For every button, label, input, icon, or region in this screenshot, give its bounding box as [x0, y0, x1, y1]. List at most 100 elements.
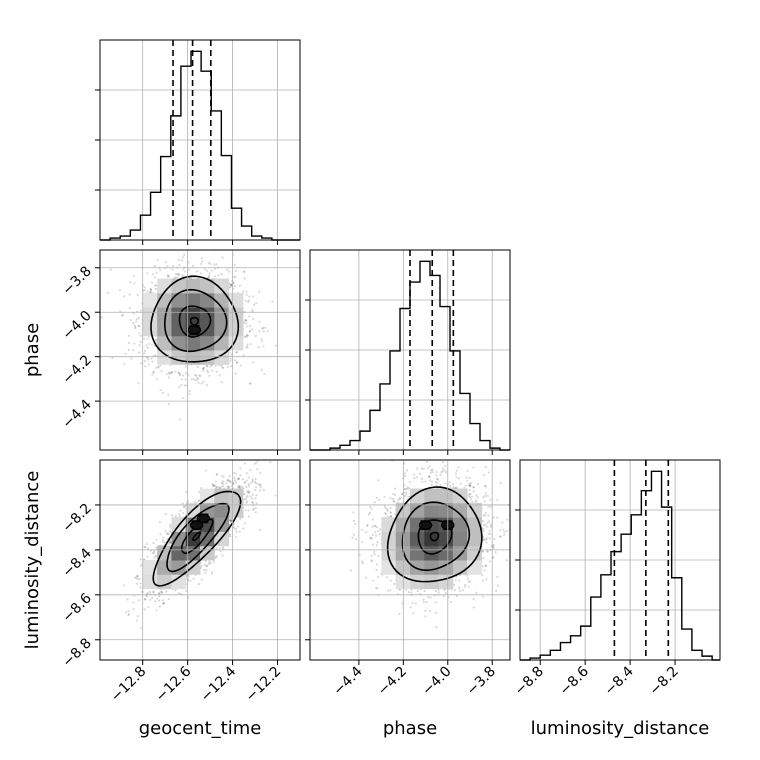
scatter-point	[210, 369, 214, 372]
scatter-point	[146, 547, 149, 550]
scatter-point	[171, 265, 175, 268]
scatter-point	[244, 318, 247, 322]
scatter-point	[481, 550, 485, 553]
scatter-point	[258, 330, 261, 333]
panel-frame	[99, 39, 301, 241]
scatter-point	[253, 488, 257, 492]
scatter-point	[136, 615, 139, 618]
scatter-point	[468, 482, 471, 485]
scatter-point	[214, 267, 217, 270]
scatter-point	[229, 481, 232, 484]
scatter-point	[261, 326, 265, 329]
scatter-point	[198, 490, 201, 494]
scatter-point	[178, 513, 181, 516]
scatter-point	[124, 611, 128, 614]
contour-line	[189, 316, 199, 326]
density-body	[122, 460, 277, 630]
peak-contour	[187, 325, 202, 335]
scatter-point	[247, 476, 250, 479]
scatter-point	[195, 270, 199, 273]
scatter-point	[252, 361, 255, 364]
scatter-point	[229, 519, 232, 522]
scatter-point	[171, 268, 174, 271]
scatter-point	[138, 599, 141, 602]
density-body	[350, 460, 510, 629]
scatter-point	[159, 364, 162, 367]
scatter-point	[174, 515, 177, 518]
scatter-point	[140, 362, 143, 365]
scatter-point	[262, 330, 265, 333]
scatter-point	[247, 509, 250, 512]
scatter-point	[245, 485, 248, 489]
scatter-point	[167, 543, 170, 546]
scatter-point	[255, 302, 258, 305]
scatter-point	[211, 482, 214, 486]
scatter-point	[242, 290, 245, 293]
scatter-point	[221, 366, 224, 369]
scatter-point	[489, 505, 492, 508]
scatter-point	[248, 295, 251, 298]
scatter-point	[154, 287, 157, 291]
density-cell	[157, 278, 172, 294]
scatter-point	[158, 605, 161, 608]
scatter-point	[251, 328, 254, 331]
scatter-point	[246, 490, 249, 493]
scatter-point	[167, 393, 170, 396]
scatter-point	[215, 547, 218, 550]
scatter-point	[232, 482, 235, 485]
density-cell	[185, 335, 201, 351]
density-cell	[171, 292, 187, 308]
density-cell	[214, 335, 230, 351]
scatter-point	[206, 269, 209, 272]
scatter-point	[189, 579, 192, 582]
scatter-point	[184, 378, 187, 381]
panel-frame	[309, 249, 511, 451]
scatter-point	[174, 370, 177, 374]
scatter-point	[127, 342, 131, 345]
scatter-point	[233, 476, 236, 479]
x-axis-label-geocent-time: geocent_time	[139, 718, 262, 739]
scatter-point	[178, 273, 181, 276]
y-tick-label: −4.4	[59, 397, 94, 432]
x-tick-label: −12.4	[198, 663, 240, 705]
scatter-point	[252, 507, 255, 510]
scatter-point	[240, 485, 244, 488]
scatter-point	[197, 582, 201, 586]
scatter-point	[225, 482, 228, 485]
scatter-point	[244, 299, 248, 303]
scatter-point	[161, 591, 164, 594]
scatter-point	[506, 529, 509, 533]
scatter-point	[220, 481, 224, 484]
panel-frame	[99, 459, 301, 661]
scatter-point	[259, 471, 262, 474]
scatter-point	[238, 284, 242, 287]
scatter-point	[246, 334, 250, 337]
scatter-point	[235, 530, 238, 533]
scatter-point	[256, 468, 259, 471]
scatter-point	[499, 482, 502, 485]
panels-layer: −8.8 −8.6 −8.4 −8.2−4.4−4.2−4.0−3.8−12.8 −12…	[59, 39, 721, 705]
scatter-point	[153, 265, 157, 268]
scatter-point	[207, 276, 210, 279]
scatter-point	[182, 511, 185, 515]
scatter-point	[257, 346, 260, 349]
scatter-point	[180, 383, 183, 387]
scatter-point	[131, 348, 135, 352]
scatter-point	[247, 491, 251, 494]
scatter-point	[229, 357, 232, 360]
scatter-point	[255, 486, 258, 489]
scatter-point	[167, 532, 170, 536]
scatter-point	[207, 261, 211, 264]
scatter-point	[202, 366, 206, 369]
scatter-point	[252, 317, 255, 320]
scatter-point	[128, 293, 131, 296]
density-cell	[214, 350, 230, 365]
scatter-point	[216, 486, 219, 489]
scatter-point	[219, 549, 222, 552]
scatter-point	[246, 325, 249, 328]
scatter-point	[151, 360, 154, 363]
scatter-point	[229, 479, 232, 483]
scatter-point	[196, 365, 199, 368]
scatter-point	[421, 480, 424, 484]
